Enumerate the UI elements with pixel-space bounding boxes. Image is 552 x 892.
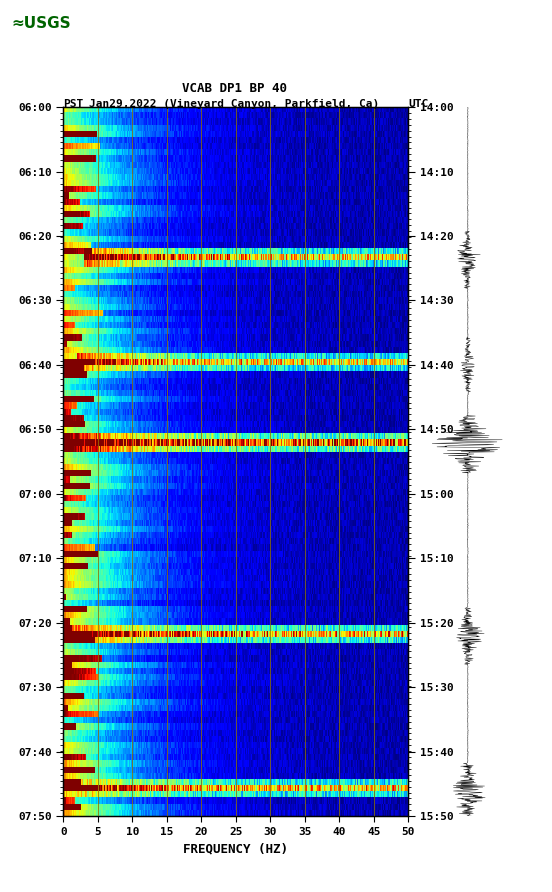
Text: Jan29,2022 (Vineyard Canyon, Parkfield, Ca): Jan29,2022 (Vineyard Canyon, Parkfield, … (89, 99, 380, 109)
X-axis label: FREQUENCY (HZ): FREQUENCY (HZ) (183, 842, 289, 855)
Text: UTC: UTC (408, 99, 429, 109)
Text: ≈USGS: ≈USGS (11, 16, 71, 31)
Text: PST: PST (63, 99, 84, 109)
Text: VCAB DP1 BP 40: VCAB DP1 BP 40 (182, 82, 287, 95)
